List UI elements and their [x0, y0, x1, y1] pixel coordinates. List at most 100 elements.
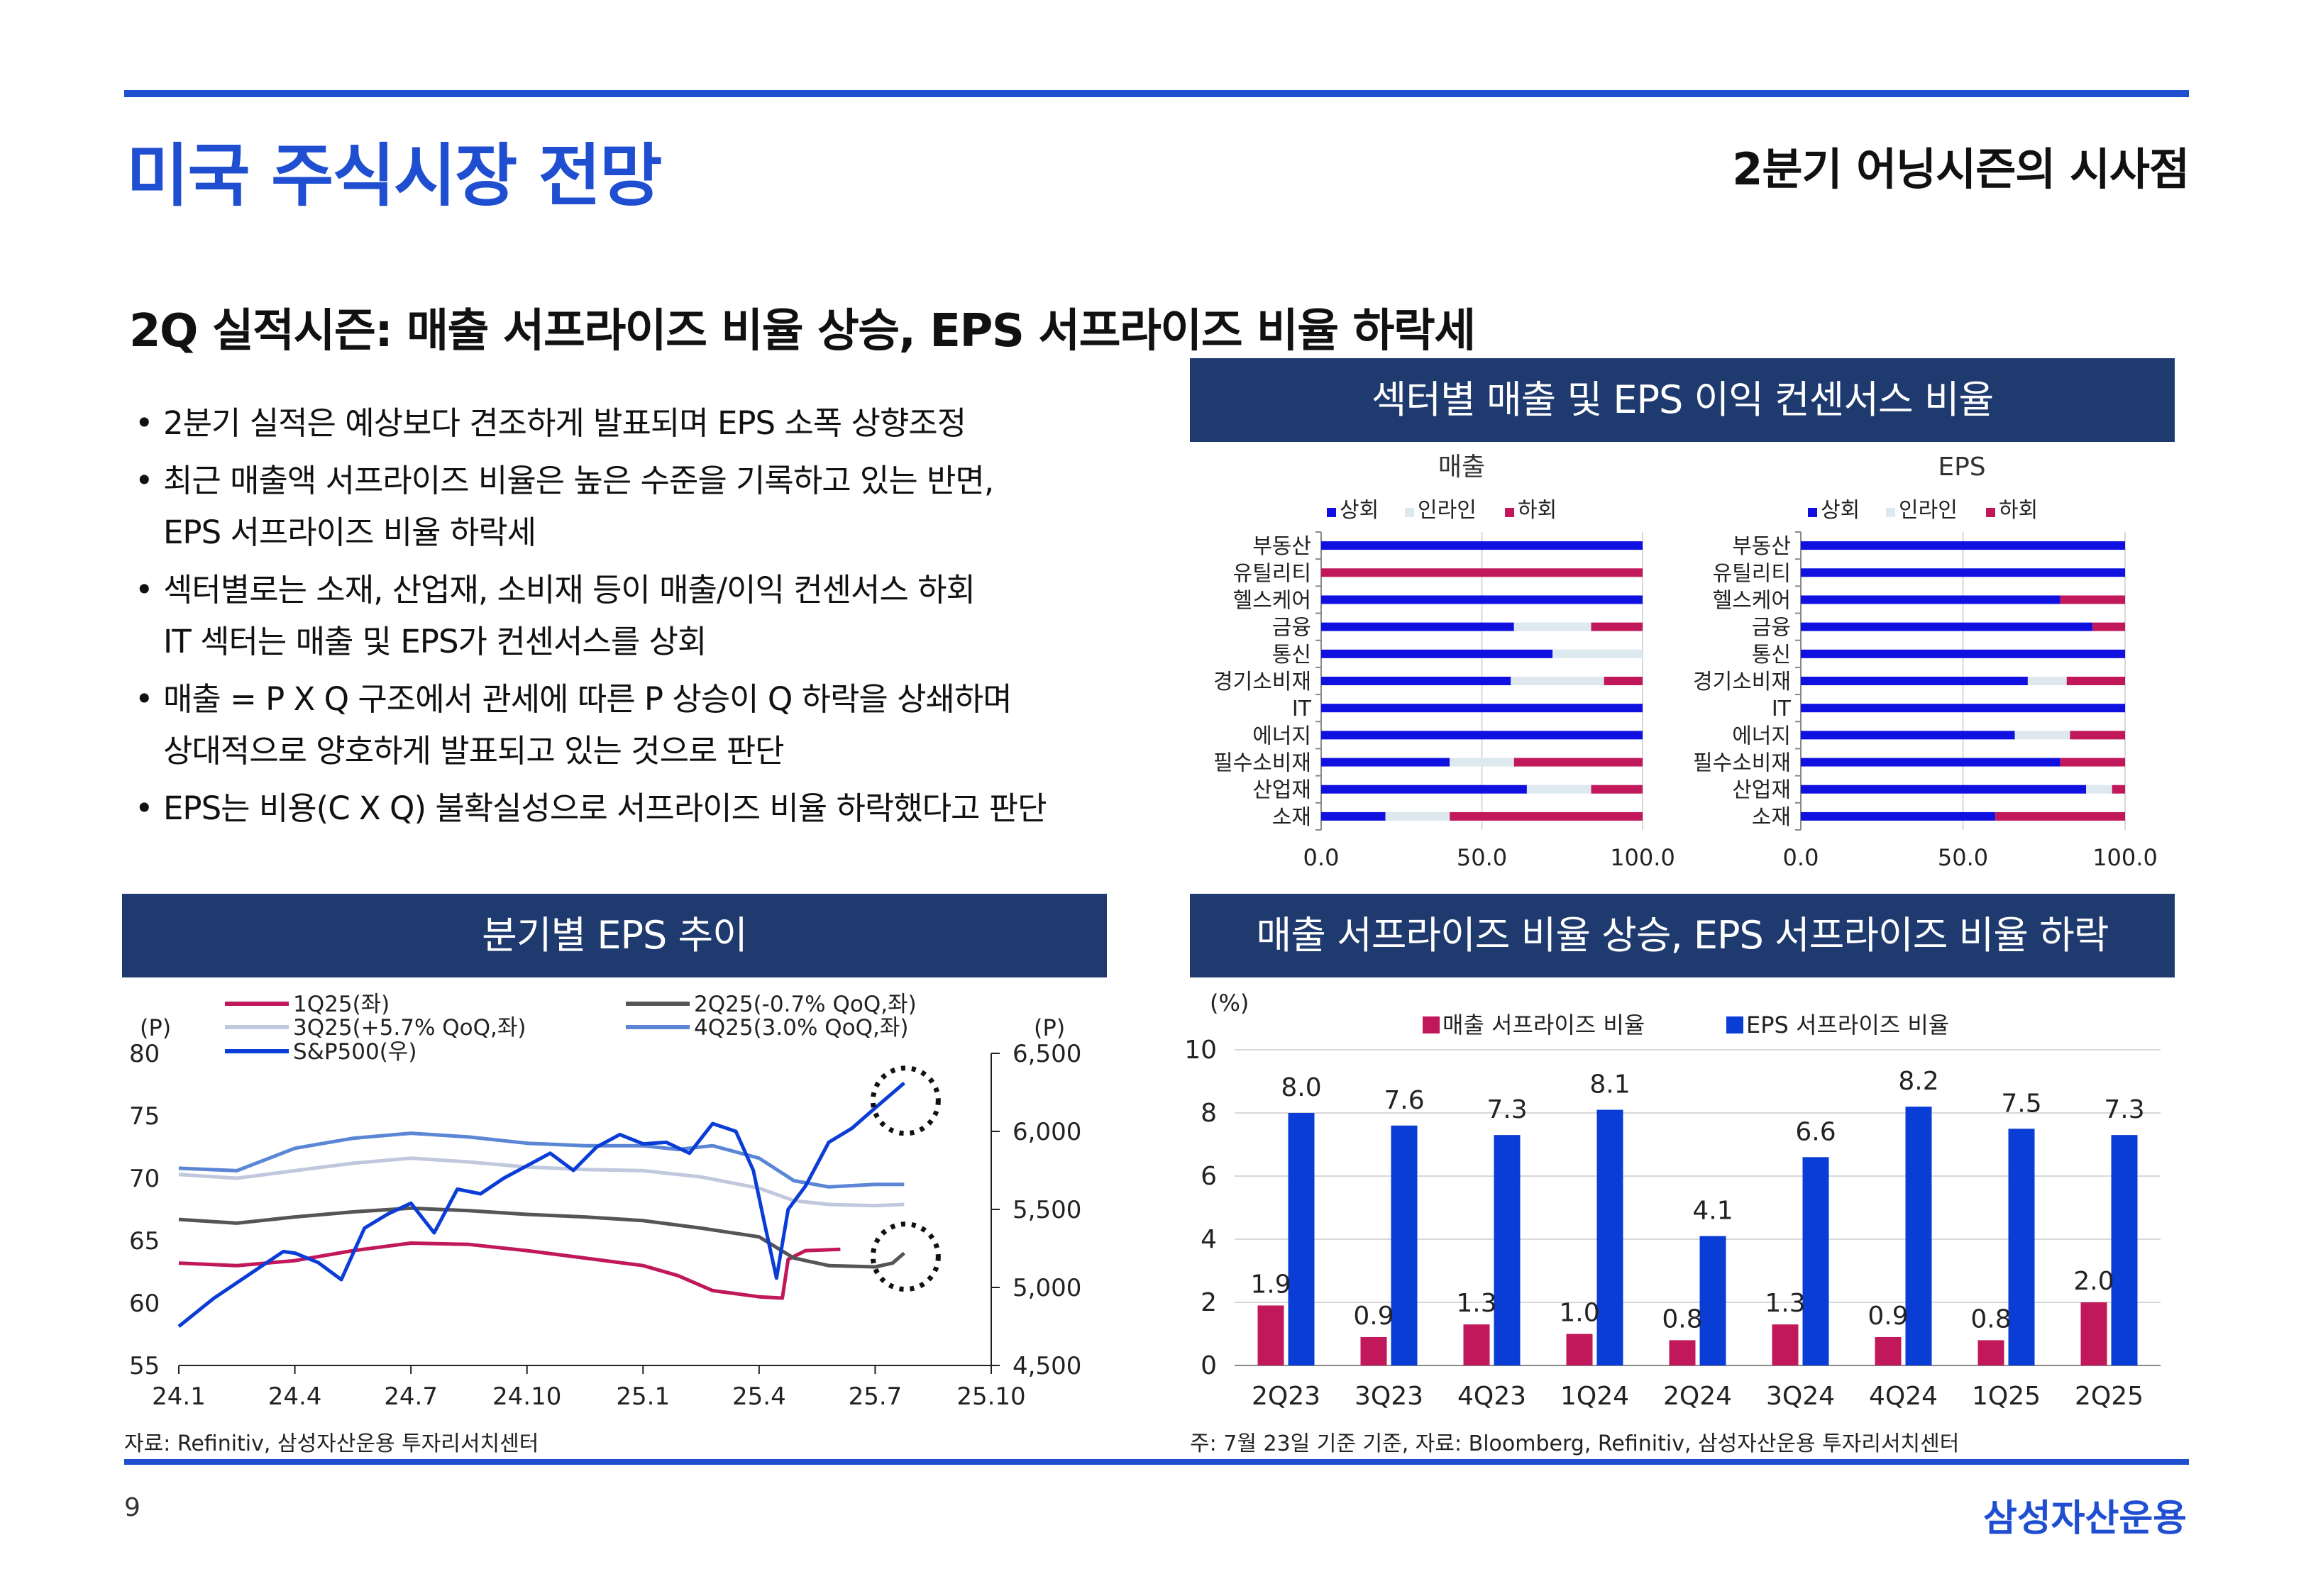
x-tick-label: 2Q24 [1663, 1382, 1732, 1411]
legend-label: S&P500(우) [293, 1039, 416, 1065]
bar [2111, 1135, 2138, 1365]
data-label: 8.2 [1898, 1067, 1938, 1096]
y-tick-label-left: 80 [129, 1040, 160, 1068]
data-label: 4.1 [1692, 1197, 1733, 1226]
x-tick-label: 0.0 [1303, 844, 1340, 871]
surprise-panel-header: 매출 서프라이즈 비율 상승, EPS 서프라이즈 비율 하락 [1190, 894, 2175, 977]
series-line [178, 1241, 841, 1300]
headline: 2Q 실적시즌: 매출 서프라이즈 비율 상승, EPS 서프라이즈 비율 하락… [129, 305, 1476, 358]
x-tick-label: 24.4 [268, 1382, 322, 1411]
x-tick-label: 24.1 [152, 1382, 206, 1411]
x-tick-label: 100.0 [1610, 844, 1675, 871]
bar-segment [1591, 622, 1643, 631]
y-axis-label: (%) [1210, 990, 1249, 1016]
y-tick-label-right: 6,500 [1013, 1040, 1081, 1068]
x-tick-label: 4Q24 [1869, 1382, 1938, 1411]
y-tick-label: 10 [1184, 1036, 1217, 1065]
bar-segment [1801, 731, 2015, 740]
bar-segment [1321, 677, 1511, 685]
bullet-item: EPS는 비용(C X Q) 불확실성으로 서프라이즈 비율 하락했다고 판단 [135, 782, 1142, 834]
bar-segment [2092, 622, 2125, 631]
legend-swatch [1886, 508, 1895, 517]
data-label: 7.6 [1384, 1086, 1424, 1115]
y-tick-label: 0 [1201, 1351, 1217, 1380]
bar-segment [1801, 568, 2125, 577]
data-label: 6.6 [1795, 1117, 1836, 1146]
category-label: 부동산 [1252, 534, 1311, 559]
x-tick-label: 50.0 [1938, 844, 1988, 871]
bar-segment [1321, 731, 1643, 740]
bar-segment [1513, 758, 1643, 767]
x-tick-label: 1Q25 [1972, 1382, 2041, 1411]
x-tick-label: 3Q23 [1355, 1382, 1423, 1411]
y-tick-label: 4 [1201, 1225, 1217, 1254]
bar-segment [1801, 541, 2125, 550]
bar-segment [2014, 731, 2070, 740]
bar-segment [1511, 677, 1604, 685]
bar-segment [1450, 811, 1643, 821]
category-label: 필수소비재 [1693, 751, 1791, 776]
surprise-chart: (%) 매출 서프라이즈 비율 EPS 서프라이즈 비율 10 8 6 4 2 0 1.9 8.0 2… [1184, 990, 2161, 1411]
bar-segment [2086, 785, 2112, 794]
bar [1566, 1334, 1593, 1365]
page-title: 미국 주식시장 전망 [126, 136, 662, 216]
data-label: 2.0 [2073, 1267, 2114, 1296]
data-label: 0.9 [1868, 1302, 1908, 1331]
category-label: 필수소비재 [1213, 751, 1311, 776]
bar-segment [1321, 622, 1514, 631]
data-label: 8.0 [1281, 1073, 1321, 1102]
bar-segment [1526, 785, 1591, 794]
bar-segment [1321, 595, 1643, 604]
category-label: 에너지 [1732, 724, 1791, 748]
bar [2008, 1129, 2035, 1365]
bar-segment [1801, 677, 2028, 685]
legend-swatch [1808, 508, 1817, 517]
eps-trend-source: 자료: Refinitiv, 삼성자산운용 투자리서치센터 [124, 1431, 539, 1456]
x-tick-label: 100.0 [2092, 844, 2158, 871]
series-line [178, 1131, 905, 1189]
bar-segment [1321, 541, 1643, 550]
bar [1669, 1340, 1696, 1365]
y-tick-label-right: 4,500 [1013, 1352, 1081, 1380]
bar [1977, 1340, 2004, 1365]
sector-chart-title: 매출 [1438, 453, 1485, 482]
x-tick-label: 4Q23 [1457, 1382, 1526, 1411]
bar-segment [1604, 677, 1643, 685]
y-axis-label-left: (P) [140, 1014, 171, 1041]
bar [1772, 1324, 1799, 1365]
x-tick-label: 50.0 [1457, 844, 1507, 871]
bullet-item: 최근 매출액 서프라이즈 비율은 높은 수준을 기록하고 있는 반면,EPS 서… [135, 455, 1142, 558]
y-axis-label-right: (P) [1034, 1014, 1065, 1041]
legend-label: 인라인 [1418, 498, 1477, 523]
category-label: 산업재 [1252, 778, 1311, 803]
category-label: 통신 [1272, 643, 1311, 667]
y-tick-label-right: 6,000 [1013, 1118, 1081, 1146]
bar [1288, 1113, 1315, 1365]
bar-segment [1321, 758, 1450, 767]
category-label: 유틸리티 [1713, 561, 1791, 586]
bar [1360, 1336, 1387, 1365]
legend-swatch [1505, 508, 1514, 517]
category-label: IT [1772, 697, 1792, 721]
category-label: 유틸리티 [1233, 561, 1311, 586]
annotation-circle [870, 1065, 941, 1136]
bar [1905, 1107, 1932, 1365]
surprise-source: 주: 7월 23일 기준 기준, 자료: Bloomberg, Refiniti… [1190, 1431, 1960, 1456]
data-label: 1.3 [1456, 1289, 1496, 1318]
category-label: 금융 [1752, 616, 1791, 641]
bar-segment [2112, 785, 2125, 794]
bar-segment [1321, 704, 1643, 713]
legend-swatch [1423, 1016, 1440, 1033]
series-line [178, 1206, 905, 1269]
bar-segment [2070, 731, 2125, 740]
y-tick-label: 6 [1201, 1162, 1217, 1191]
category-label: 부동산 [1732, 534, 1791, 559]
legend-label: 매출 서프라이즈 비율 [1442, 1012, 1645, 1038]
bar-segment [1385, 811, 1450, 821]
page-number: 9 [124, 1493, 140, 1522]
x-tick-label: 25.4 [732, 1382, 786, 1411]
bar [1596, 1109, 1623, 1365]
bar [1391, 1125, 1418, 1365]
bar-segment [1321, 568, 1643, 577]
legend-label: 1Q25(좌) [293, 992, 390, 1017]
